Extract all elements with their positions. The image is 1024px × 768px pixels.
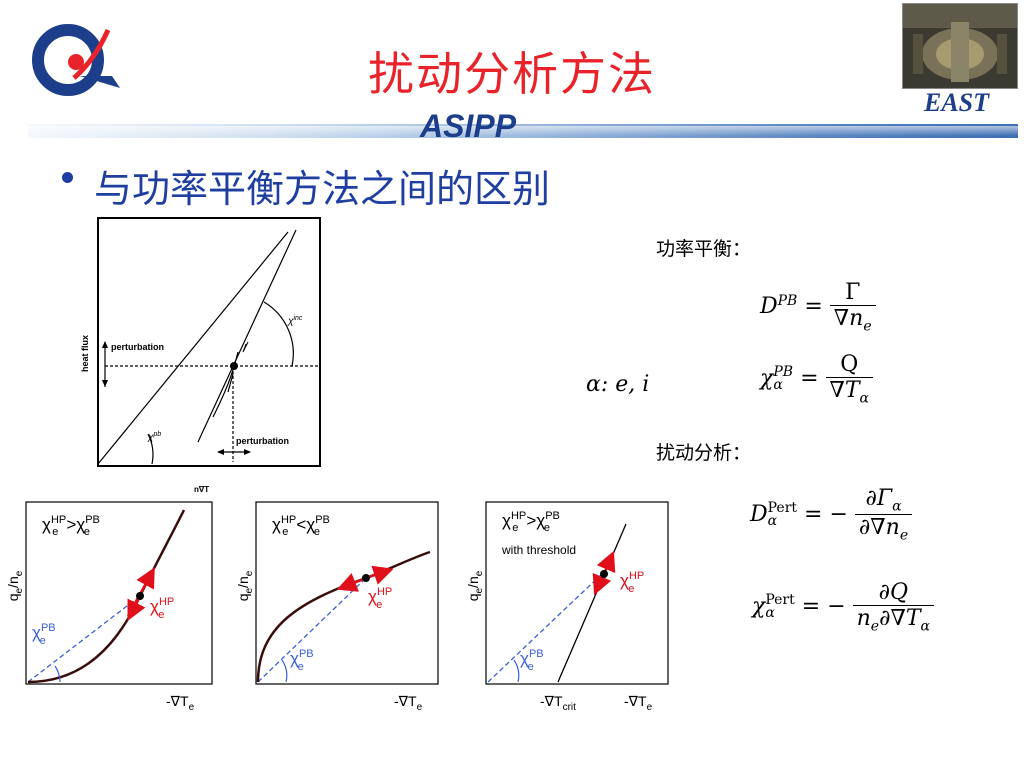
power-balance-label: 功率平衡： xyxy=(656,238,752,260)
panel-3-relation: χHP e >χPB e xyxy=(502,510,560,534)
panel-2: qe/ne χHP e <χPB e χHP e χPB e -∇Te xyxy=(235,501,439,713)
panel-3-angle-arc xyxy=(513,659,520,683)
bullet-text: 与功率平衡方法之间的区别 xyxy=(94,167,551,211)
panel-2-pb-label: χPB e xyxy=(290,648,314,673)
pb-angle-arc xyxy=(147,433,154,465)
alpha-label: α: e, i xyxy=(586,372,650,397)
pb-line xyxy=(97,231,289,465)
page-title: 扰动分析方法 xyxy=(368,47,656,101)
scan-ylabel: heat flux xyxy=(80,335,90,372)
chi-pb-equation: χ PB α = Q ∇Tα xyxy=(760,352,874,406)
chi-pert-equation: χ Pert α = − ∂Q ne∂∇Tα xyxy=(752,580,934,634)
panel-3-pb-label: χPB e xyxy=(520,648,544,673)
panel-2-xlabel: -∇Te xyxy=(394,693,423,713)
inc-line xyxy=(197,229,297,443)
panel-2-frame xyxy=(255,501,439,685)
panel-3-crit-label: -∇Tcrit xyxy=(540,693,576,713)
flux-curve xyxy=(212,351,239,418)
panel-2-relation: χHP e <χPB e xyxy=(272,514,330,538)
panel-1-ylabel: qe/ne xyxy=(5,570,25,601)
operating-point xyxy=(230,362,238,370)
panel-3-xlabel: -∇Te xyxy=(624,693,653,713)
panel-3-note: with threshold xyxy=(501,543,576,557)
east-device-photo xyxy=(902,3,1018,89)
panel-2-hp-label: χHP e xyxy=(368,586,392,611)
bullet-dot xyxy=(62,172,73,183)
panel-3-point xyxy=(600,570,608,578)
panel-2-angle-arc xyxy=(281,659,288,683)
panel-3-hp-label: χHP e xyxy=(620,570,644,595)
asipp-logo xyxy=(32,24,120,96)
panel-1-xlabel: -∇Te xyxy=(166,693,195,713)
panel-3-pb-line xyxy=(487,571,605,683)
panel-2-pb-line xyxy=(257,577,367,683)
org-label: ASIPP xyxy=(420,108,517,144)
panel-2-point xyxy=(362,574,370,582)
d-pert-equation: D Pert α = − ∂Γα ∂∇ne xyxy=(750,486,913,544)
inc-angle-arc xyxy=(263,301,294,367)
flux-scan-figure: heat flux perturbation χinc χpb perturba… xyxy=(80,217,321,494)
header-divider-highlight xyxy=(28,126,1018,136)
panel-3-ylabel: qe/ne xyxy=(465,570,485,601)
comparison-panels: qe/ne χHP e >χPB e χHP e χPB e -∇Te qe/ne χHP… xyxy=(5,501,669,713)
panel-2-ylabel: qe/ne xyxy=(235,570,255,601)
perturbation-top-label: perturbation xyxy=(111,342,164,352)
panel-1-hp-label: χHP e xyxy=(150,596,174,621)
scan-xlabel: n∇T xyxy=(194,485,209,494)
panel-1-point xyxy=(136,592,144,600)
panel-1-pb-label: χPB e xyxy=(32,622,56,647)
d-pb-equation: DPB = Γ ∇ne xyxy=(760,280,876,334)
perturbation-bottom-label: perturbation xyxy=(236,436,289,446)
panel-1-angle-arc xyxy=(54,665,61,683)
perturbation-analysis-label: 扰动分析： xyxy=(656,442,752,464)
chi-inc-label: χinc xyxy=(287,315,303,327)
panel-3: qe/ne χHP e >χPB e with threshold χHP e χPB e… xyxy=(465,501,669,713)
panel-1-frame xyxy=(25,501,213,685)
chi-pb-label: χpb xyxy=(147,431,161,443)
panel-3-frame xyxy=(485,501,669,685)
east-label: EAST xyxy=(924,88,990,117)
panel-1: qe/ne χHP e >χPB e χHP e χPB e -∇Te xyxy=(5,501,213,713)
panel-1-relation: χHP e >χPB e xyxy=(42,514,100,538)
panel-3-threshold-line xyxy=(557,523,627,683)
